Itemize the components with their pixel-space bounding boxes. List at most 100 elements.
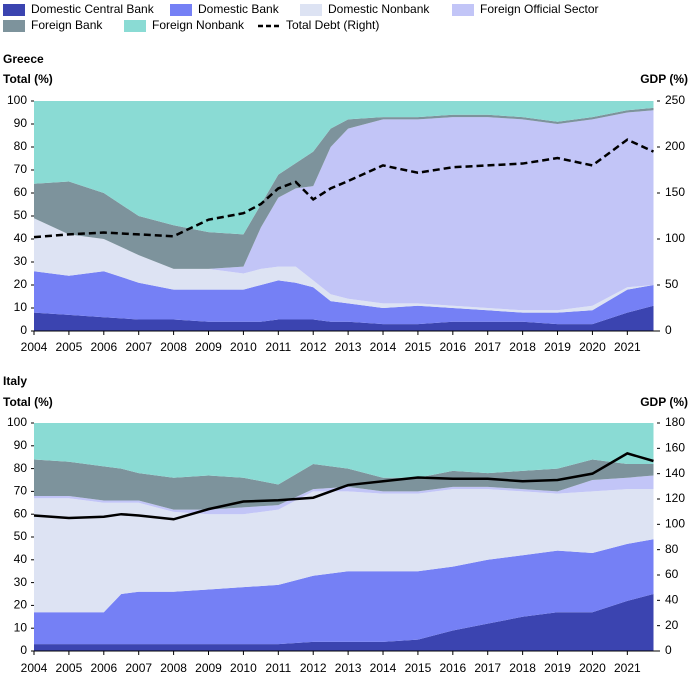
area xyxy=(34,423,654,485)
x-tick-label: 2007 xyxy=(125,661,152,675)
y2-tick-label: 20 xyxy=(665,618,679,632)
x-tick-label: 2012 xyxy=(300,340,327,354)
x-tick-label: 2004 xyxy=(21,340,48,354)
x-tick-label: 2006 xyxy=(90,340,117,354)
y2-tick-label: 200 xyxy=(665,139,685,153)
y-tick-label: 100 xyxy=(7,415,27,429)
x-tick-label: 2014 xyxy=(370,340,397,354)
x-tick-label: 2006 xyxy=(90,661,117,675)
y2-axis-label: GDP (%) xyxy=(640,395,688,409)
x-tick-label: 2019 xyxy=(544,340,571,354)
x-tick-label: 2005 xyxy=(56,661,83,675)
y2-tick-label: 0 xyxy=(665,643,672,657)
x-tick-label: 2018 xyxy=(509,661,536,675)
y-tick-label: 40 xyxy=(14,552,28,566)
area xyxy=(34,459,654,510)
y-tick-label: 10 xyxy=(14,620,28,634)
y-tick-label: 40 xyxy=(14,231,28,245)
x-tick-label: 2007 xyxy=(125,340,152,354)
y-tick-label: 20 xyxy=(14,277,28,291)
y-axis-label: Total (%) xyxy=(3,395,53,409)
y2-tick-label: 80 xyxy=(665,542,679,556)
legend-label: Domestic Bank xyxy=(198,2,280,16)
area xyxy=(34,594,654,651)
x-tick-label: 2009 xyxy=(195,340,222,354)
x-tick-label: 2019 xyxy=(544,661,571,675)
y-tick-label: 70 xyxy=(14,162,28,176)
legend-label: Domestic Nonbank xyxy=(328,2,430,16)
x-tick-label: 2010 xyxy=(230,340,257,354)
y-tick-label: 60 xyxy=(14,185,28,199)
panel-title: Greece xyxy=(3,52,44,66)
y-tick-label: 30 xyxy=(14,575,28,589)
y-tick-label: 60 xyxy=(14,506,28,520)
y-tick-label: 90 xyxy=(14,438,28,452)
x-tick-label: 2013 xyxy=(335,661,362,675)
legend-swatch xyxy=(170,4,192,16)
y2-tick-label: 120 xyxy=(665,491,685,505)
legend-swatch xyxy=(300,4,322,16)
y-tick-label: 70 xyxy=(14,484,28,498)
x-tick-label: 2017 xyxy=(474,340,501,354)
legend-swatch xyxy=(124,20,146,32)
line xyxy=(33,138,655,239)
y-tick-label: 20 xyxy=(14,598,28,612)
legend-swatch xyxy=(3,4,25,16)
x-tick-label: 2021 xyxy=(614,661,641,675)
legend-swatch xyxy=(3,20,25,32)
x-tick-label: 2017 xyxy=(474,661,501,675)
x-tick-label: 2018 xyxy=(509,340,536,354)
legend-label: Total Debt (Right) xyxy=(286,18,379,32)
area xyxy=(34,110,654,311)
area xyxy=(34,305,654,331)
y-tick-label: 50 xyxy=(14,208,28,222)
y2-tick-label: 40 xyxy=(665,593,679,607)
y2-tick-label: 50 xyxy=(665,277,679,291)
y-tick-label: 90 xyxy=(14,116,28,130)
panel-title: Italy xyxy=(3,374,27,388)
y2-tick-label: 60 xyxy=(665,567,679,581)
area xyxy=(34,489,654,613)
y2-tick-label: 100 xyxy=(665,517,685,531)
legend-label: Foreign Bank xyxy=(31,18,103,32)
y-tick-label: 80 xyxy=(14,461,28,475)
area xyxy=(34,218,654,313)
x-tick-label: 2012 xyxy=(300,661,327,675)
y2-tick-label: 160 xyxy=(665,441,685,455)
legend-label: Domestic Central Bank xyxy=(31,2,155,16)
y2-tick-label: 100 xyxy=(665,231,685,245)
legend-label: Foreign Official Sector xyxy=(480,2,599,16)
y-tick-label: 100 xyxy=(7,93,27,107)
y-tick-label: 50 xyxy=(14,529,28,543)
y2-tick-label: 150 xyxy=(665,185,685,199)
y-tick-label: 10 xyxy=(14,300,28,314)
legend-label: Foreign Nonbank xyxy=(152,18,245,32)
y2-axis-label: GDP (%) xyxy=(640,72,688,86)
x-tick-label: 2015 xyxy=(405,661,432,675)
x-tick-label: 2020 xyxy=(579,661,606,675)
y2-tick-label: 180 xyxy=(665,415,685,429)
area xyxy=(34,539,654,645)
x-tick-label: 2011 xyxy=(265,661,291,675)
y-tick-label: 0 xyxy=(20,323,27,337)
area xyxy=(34,101,654,235)
x-tick-label: 2016 xyxy=(439,661,466,675)
y2-tick-label: 250 xyxy=(665,93,685,107)
x-tick-label: 2016 xyxy=(439,340,466,354)
y2-tick-label: 140 xyxy=(665,466,685,480)
x-tick-label: 2021 xyxy=(614,340,641,354)
area xyxy=(34,271,654,325)
x-tick-label: 2015 xyxy=(405,340,432,354)
x-tick-label: 2013 xyxy=(335,340,362,354)
x-tick-label: 2010 xyxy=(230,661,257,675)
x-tick-label: 2011 xyxy=(265,340,291,354)
x-tick-label: 2005 xyxy=(56,340,83,354)
legend-swatch xyxy=(452,4,474,16)
x-tick-label: 2008 xyxy=(160,340,187,354)
y-tick-label: 80 xyxy=(14,139,28,153)
x-tick-label: 2004 xyxy=(21,661,48,675)
y-axis-label: Total (%) xyxy=(3,72,53,86)
y2-tick-label: 0 xyxy=(665,323,672,337)
x-tick-label: 2014 xyxy=(370,661,397,675)
